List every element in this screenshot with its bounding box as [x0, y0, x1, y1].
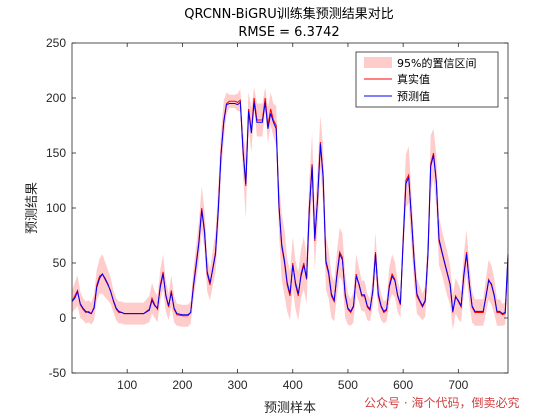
- y-tick-label: 150: [46, 146, 66, 160]
- x-axis: 100 200 300 400 500 600 700: [117, 43, 469, 392]
- y-axis: -50 0 50 100 150 200 250: [46, 36, 508, 380]
- y-tick-label: 250: [46, 36, 66, 50]
- x-tick-label: 200: [172, 378, 192, 392]
- legend-swatch-band: [364, 57, 392, 68]
- y-tick-label: 100: [46, 201, 66, 215]
- y-tick-label: -50: [49, 366, 67, 380]
- legend: 95%的置信区间 真实值 预测值: [355, 51, 499, 108]
- x-tick-label: 300: [228, 378, 248, 392]
- x-axis-label: 预测样本: [264, 401, 316, 416]
- x-tick-label: 400: [283, 378, 303, 392]
- x-tick-label: 600: [393, 378, 413, 392]
- legend-label-predicted: 预测值: [397, 90, 430, 103]
- y-axis-label: 预测结果: [25, 182, 40, 234]
- watermark: 公众号 · 海个代码，倒卖必究: [364, 395, 519, 410]
- predicted-series-line: [71, 101, 509, 316]
- chart-subtitle: RMSE = 6.3742: [238, 25, 339, 40]
- x-tick-label: 100: [117, 378, 137, 392]
- legend-label-actual: 真实值: [397, 72, 430, 86]
- y-tick-label: 0: [59, 311, 66, 325]
- watermark-text: 公众号 · 海个代码，倒卖必究: [364, 395, 519, 410]
- y-tick-label: 50: [53, 256, 67, 270]
- x-tick-label: 500: [338, 378, 358, 392]
- x-tick-label: 700: [448, 378, 468, 392]
- legend-label-band: 95%的置信区间: [397, 56, 476, 70]
- plot-area: [71, 87, 509, 331]
- chart-title: QRCNN-BiGRU训练集预测结果对比: [184, 6, 394, 22]
- y-tick-label: 200: [46, 91, 66, 105]
